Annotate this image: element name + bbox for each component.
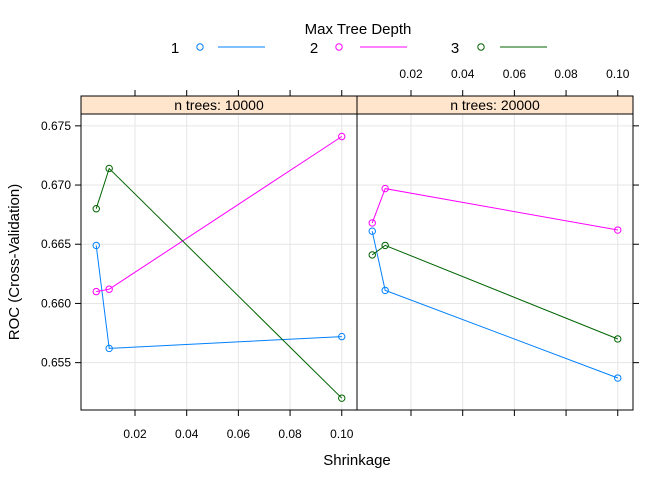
data-point-1 xyxy=(368,227,376,235)
legend-marker-1 xyxy=(196,43,204,51)
data-point-3 xyxy=(368,251,376,259)
panel-frame xyxy=(80,113,358,411)
data-point-1 xyxy=(105,344,113,353)
data-point-2 xyxy=(338,132,346,141)
y-tick-label: 0.665 xyxy=(41,237,71,251)
top-x-axis: 0.02 0.04 0.06 0.08 0.10 xyxy=(134,67,630,96)
x-tick-label: 0.10 xyxy=(606,67,630,81)
legend: 1 2 3 xyxy=(171,40,547,57)
data-point-3 xyxy=(92,205,100,213)
legend-marker-3 xyxy=(477,43,485,51)
x-tick-label: 0.08 xyxy=(278,427,302,441)
y-tick-label: 0.670 xyxy=(41,178,71,192)
legend-label-1: 1 xyxy=(171,40,179,57)
x-tick-label: 0.08 xyxy=(554,67,578,81)
x-tick-label: 0.04 xyxy=(175,427,199,441)
series-line-3 xyxy=(95,167,343,399)
x-tick-label: 0.06 xyxy=(227,427,251,441)
x-tick-label: 0.02 xyxy=(399,67,423,81)
data-point-1 xyxy=(338,332,346,341)
y-axis-title: ROC (Cross-Validation) xyxy=(6,184,23,340)
data-point-3 xyxy=(105,164,113,173)
data-point-1 xyxy=(614,374,622,382)
legend-marker-2 xyxy=(335,43,343,51)
x-tick-label: 0.04 xyxy=(451,67,475,81)
panel-2: n trees: 20000 xyxy=(356,95,634,411)
legend-title: Max Tree Depth xyxy=(305,21,412,38)
x-tick-label: 0.10 xyxy=(330,427,354,441)
y-tick-label: 0.655 xyxy=(41,356,71,370)
data-point-3 xyxy=(338,394,346,402)
data-point-1 xyxy=(92,241,100,250)
panel-frame xyxy=(356,113,634,411)
data-point-1 xyxy=(381,286,389,295)
series-line-1 xyxy=(95,245,342,349)
series-line-3 xyxy=(371,244,618,340)
strip-label: n trees: 10000 xyxy=(174,97,264,113)
x-tick-label: 0.06 xyxy=(503,67,527,81)
strip-label: n trees: 20000 xyxy=(450,97,540,113)
data-point-2 xyxy=(105,285,113,293)
series-line-1 xyxy=(371,231,618,379)
series-line-2 xyxy=(371,188,618,231)
data-point-2 xyxy=(92,287,100,296)
series-line-2 xyxy=(96,136,343,293)
data-point-3 xyxy=(381,241,389,250)
left-y-axis: 0.655 0.660 0.665 0.670 0.675 xyxy=(41,119,81,370)
panels: n trees: 10000 n trees: 20000 xyxy=(80,95,634,411)
data-point-2 xyxy=(614,226,622,234)
panel-1: n trees: 10000 xyxy=(80,95,358,411)
legend-label-3: 3 xyxy=(451,40,459,57)
bottom-x-axis: 0.02 0.04 0.06 0.08 0.10 xyxy=(123,410,619,441)
legend-label-2: 2 xyxy=(310,40,318,57)
x-tick-label: 0.02 xyxy=(123,427,147,441)
x-axis-title: Shrinkage xyxy=(323,452,391,469)
data-point-2 xyxy=(368,219,376,227)
right-y-axis xyxy=(633,125,639,364)
data-point-2 xyxy=(381,184,389,193)
y-tick-label: 0.660 xyxy=(41,296,71,310)
data-point-3 xyxy=(614,335,622,343)
y-tick-label: 0.675 xyxy=(41,119,71,133)
